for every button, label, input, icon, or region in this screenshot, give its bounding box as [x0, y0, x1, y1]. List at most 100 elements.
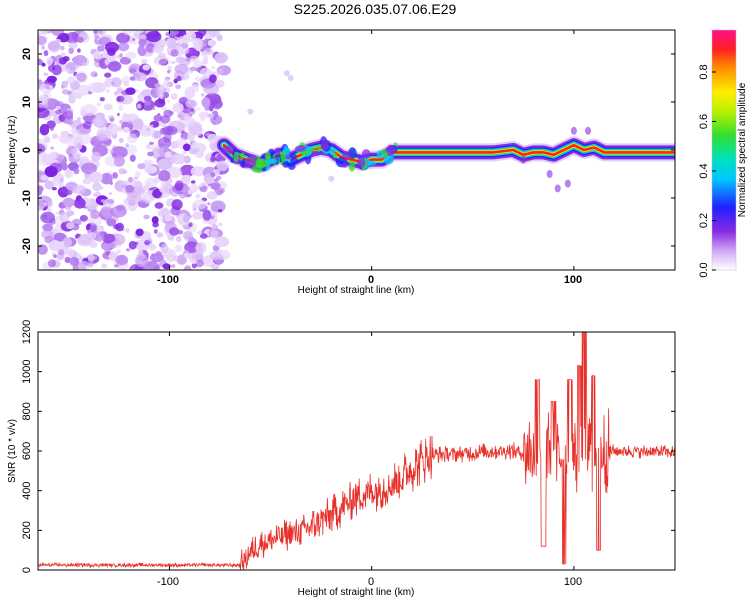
noise-blob	[119, 53, 123, 58]
colorbar-gradient	[712, 30, 736, 270]
noise-blob	[46, 201, 54, 207]
noise-blob	[200, 50, 209, 57]
ridge-blob	[282, 161, 290, 168]
noise-blob	[50, 146, 55, 150]
noise-blob	[123, 81, 130, 87]
noise-blob	[107, 148, 114, 154]
noise-blob	[89, 241, 95, 246]
noise-blob	[192, 211, 204, 220]
noise-blob	[65, 32, 80, 44]
colorbar-tick-1: 0.2	[698, 213, 710, 228]
noise-blob	[172, 102, 184, 113]
noise-blob	[157, 158, 173, 170]
noise-blob	[114, 264, 119, 268]
noise-blob	[50, 69, 55, 74]
noise-blob	[72, 184, 87, 195]
noise-blob	[198, 111, 210, 119]
noise-blob	[108, 242, 117, 249]
noise-blob	[38, 143, 46, 155]
noise-blob	[195, 67, 202, 72]
noise-blob	[105, 251, 110, 256]
noise-blob	[90, 71, 98, 78]
noise-blob	[218, 222, 223, 227]
noise-blob	[97, 30, 104, 35]
noise-blob	[43, 202, 47, 206]
noise-blob	[74, 71, 88, 83]
noise-blob	[210, 229, 219, 239]
spectrogram-tick-y-4: 20	[21, 48, 33, 60]
noise-blob	[77, 233, 93, 246]
noise-blob	[164, 214, 173, 222]
noise-blob	[88, 214, 102, 226]
noise-blob	[54, 225, 61, 232]
noise-blob	[42, 223, 53, 232]
spectrogram-ticks	[38, 30, 675, 270]
noise-blob	[62, 237, 72, 248]
noise-blob	[93, 193, 97, 197]
noise-blob	[211, 66, 215, 70]
noise-blob	[38, 35, 47, 46]
noise-blob	[61, 162, 68, 171]
noise-blob	[132, 118, 144, 130]
noise-blob	[210, 155, 216, 162]
noise-blob	[96, 102, 102, 107]
ridge-blob	[342, 152, 351, 160]
noise-blob	[75, 132, 92, 145]
snr-tick-x-1: 0	[368, 576, 374, 588]
spectrogram-x-axis-label: Height of straight line (km)	[298, 285, 415, 296]
noise-blob	[92, 51, 102, 60]
ridge-blob	[255, 158, 268, 169]
noise-blob	[170, 60, 176, 65]
noise-blob	[71, 148, 80, 156]
noise-blob	[55, 105, 61, 110]
noise-blob	[138, 249, 144, 255]
noise-blob	[185, 99, 198, 109]
noise-blob	[63, 247, 75, 256]
noise-blob	[76, 142, 83, 150]
noise-blob	[131, 39, 138, 45]
noise-blob	[135, 255, 149, 267]
noise-blob	[176, 235, 182, 242]
noise-blob	[50, 151, 60, 159]
noise-blob	[188, 147, 198, 155]
noise-blob	[190, 108, 194, 112]
noise-blob	[192, 37, 203, 48]
ridge-blob	[554, 184, 561, 193]
noise-blob	[65, 189, 73, 196]
noise-blob	[122, 126, 130, 133]
noise-blob	[93, 30, 98, 35]
noise-blob	[216, 162, 220, 167]
noise-blob	[38, 58, 43, 66]
noise-blob	[187, 123, 203, 136]
noise-blob	[184, 86, 195, 99]
ridge-blob	[361, 149, 371, 159]
noise-blob	[162, 263, 171, 270]
noise-blob	[113, 155, 125, 167]
noise-blob	[159, 94, 164, 99]
noise-blob	[48, 240, 62, 252]
noise-blob	[210, 215, 214, 220]
noise-blob	[207, 202, 211, 206]
noise-blob	[188, 222, 193, 228]
noise-blob	[50, 127, 54, 131]
noise-blob	[125, 228, 130, 233]
noise-blob	[174, 63, 189, 74]
ridge-blob	[295, 145, 307, 152]
noise-blob	[163, 40, 168, 45]
ridge-blob	[246, 155, 258, 167]
colorbar: 0.0 0.2 0.4 0.6 0.8 Normalized spectral …	[698, 29, 748, 278]
noise-blob	[73, 197, 86, 209]
noise-blob	[328, 175, 335, 182]
noise-blob	[58, 182, 64, 188]
noise-blob	[95, 231, 105, 243]
ridge-blob	[316, 145, 322, 152]
noise-blob	[38, 107, 50, 119]
noise-blob	[209, 74, 217, 84]
noise-blob	[214, 236, 230, 248]
noise-blob	[210, 200, 226, 213]
noise-blob	[152, 188, 162, 199]
ridge-blob	[381, 148, 388, 157]
noise-blob	[123, 199, 128, 204]
ridge-blob	[348, 161, 356, 172]
noise-blob	[125, 185, 135, 193]
